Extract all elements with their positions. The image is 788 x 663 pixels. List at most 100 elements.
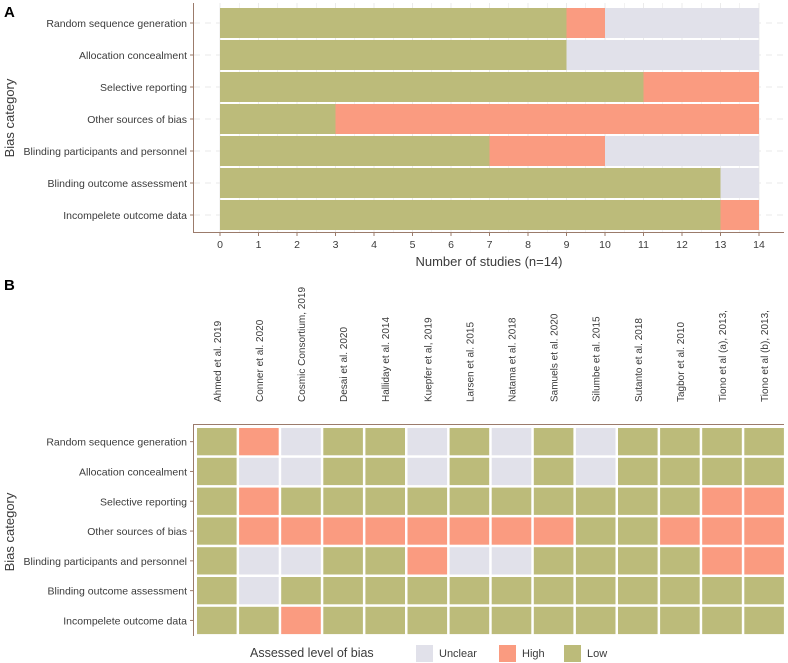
cell-incompelete-outcome-data-halliday-et-al-2014 [365, 606, 405, 635]
cell-other-sources-of-bias-natama-et-al-2018 [491, 517, 532, 545]
legend-swatch-unclear [416, 645, 433, 662]
study-label-tiono-et-al-b-2013: Tiono et al (b), 2013, [760, 310, 771, 402]
cell-allocation-concealment-halliday-et-al-2014 [365, 457, 405, 486]
cell-random-sequence-generation-desai-et-al-2020 [323, 428, 363, 456]
bar-selective-reporting-low [220, 72, 644, 102]
bar-blinding-participants-and-personnel-unclear [605, 136, 759, 166]
panel-a-category-label: Blinding participants and personnel [24, 146, 187, 158]
panel-a-x-tick-label: 0 [217, 239, 223, 251]
cell-other-sources-of-bias-kuepfer-et-al-2019 [407, 517, 448, 545]
bar-blinding-outcome-assessment-low [220, 168, 721, 198]
study-label-ahmed-et-al-2019: Ahmed et al. 2019 [213, 320, 224, 402]
study-label-larsen-et-al-2015: Larsen et al. 2015 [465, 322, 476, 402]
panel-a-x-tick-label: 13 [715, 239, 727, 251]
cell-random-sequence-generation-silumbe-et-al-2015 [575, 428, 616, 456]
panel-b-category-label: Other sources of bias [87, 526, 187, 538]
cell-allocation-concealment-silumbe-et-al-2015 [575, 457, 616, 486]
panel-a-x-tick-label: 7 [487, 239, 493, 251]
panel-a-x-tick-label: 5 [410, 239, 416, 251]
cell-allocation-concealment-ahmed-et-al-2019 [197, 457, 237, 486]
cell-blinding-outcome-assessment-samuels-et-al-2020 [533, 577, 574, 605]
cell-blinding-participants-and-personnel-tiono-et-al-b-2013 [744, 547, 784, 575]
cell-other-sources-of-bias-tagbor-et-al-2010 [660, 517, 700, 545]
cell-blinding-outcome-assessment-natama-et-al-2018 [491, 577, 532, 605]
cell-blinding-participants-and-personnel-halliday-et-al-2014 [365, 547, 405, 575]
panel-a-category-label: Incompelete outcome data [63, 210, 187, 222]
cell-incompelete-outcome-data-conner-et-al-2020 [239, 606, 279, 635]
cell-random-sequence-generation-sutanto-et-al-2018 [618, 428, 658, 456]
cell-blinding-participants-and-personnel-sutanto-et-al-2018 [618, 547, 658, 575]
panel-a-x-axis-title: Number of studies (n=14) [415, 254, 562, 269]
cell-other-sources-of-bias-ahmed-et-al-2019 [197, 517, 237, 545]
panel-a-x-tick-label: 8 [525, 239, 531, 251]
cell-blinding-outcome-assessment-kuepfer-et-al-2019 [407, 577, 448, 605]
cell-incompelete-outcome-data-larsen-et-al-2015 [449, 606, 490, 635]
cell-blinding-outcome-assessment-halliday-et-al-2014 [365, 577, 405, 605]
cell-other-sources-of-bias-tiono-et-al-b-2013 [744, 517, 784, 545]
cell-incompelete-outcome-data-tiono-et-al-a-2013 [702, 606, 742, 635]
cell-blinding-outcome-assessment-cosmic-consortium-2019 [281, 577, 321, 605]
bar-other-sources-of-bias-high [335, 104, 759, 134]
cell-selective-reporting-ahmed-et-al-2019 [197, 487, 237, 515]
cell-selective-reporting-conner-et-al-2020 [239, 487, 279, 515]
study-label-silumbe-et-al-2015: Silumbe et al. 2015 [592, 316, 603, 402]
cell-blinding-outcome-assessment-tagbor-et-al-2010 [660, 577, 700, 605]
cell-selective-reporting-sutanto-et-al-2018 [618, 487, 658, 515]
panel-b-category-label: Allocation concealment [79, 466, 187, 478]
panel-a-bars [220, 8, 759, 230]
bar-other-sources-of-bias-low [220, 104, 336, 134]
cell-blinding-participants-and-personnel-silumbe-et-al-2015 [575, 547, 616, 575]
study-label-sutanto-et-al-2018: Sutanto et al. 2018 [634, 318, 645, 402]
cell-random-sequence-generation-ahmed-et-al-2019 [197, 428, 237, 456]
cell-other-sources-of-bias-sutanto-et-al-2018 [618, 517, 658, 545]
cell-blinding-participants-and-personnel-kuepfer-et-al-2019 [407, 547, 448, 575]
cell-incompelete-outcome-data-silumbe-et-al-2015 [575, 606, 616, 635]
panel-a-category-label: Random sequence generation [46, 18, 187, 30]
cell-blinding-outcome-assessment-conner-et-al-2020 [239, 577, 279, 605]
cell-selective-reporting-tiono-et-al-a-2013 [702, 487, 742, 515]
bar-random-sequence-generation-unclear [605, 8, 759, 38]
cell-other-sources-of-bias-cosmic-consortium-2019 [281, 517, 321, 545]
bar-random-sequence-generation-low [220, 8, 567, 38]
panel-b-category-label: Blinding outcome assessment [48, 586, 188, 598]
cell-other-sources-of-bias-tiono-et-al-a-2013 [702, 517, 742, 545]
cell-blinding-outcome-assessment-tiono-et-al-a-2013 [702, 577, 742, 605]
legend-swatch-high [499, 645, 516, 662]
panel-a-x-tick-label: 14 [753, 239, 765, 251]
cell-incompelete-outcome-data-ahmed-et-al-2019 [197, 606, 237, 635]
cell-incompelete-outcome-data-natama-et-al-2018 [491, 606, 532, 635]
legend-label-low: Low [587, 648, 607, 660]
panel-b-category-labels: Random sequence generation Allocation con… [24, 437, 193, 627]
legend: Assessed level of bias Unclear High Low [250, 645, 607, 662]
legend-label-unclear: Unclear [439, 648, 477, 660]
panel-b-category-label: Selective reporting [100, 496, 187, 508]
legend-label-high: High [522, 648, 545, 660]
bar-selective-reporting-high [643, 72, 759, 102]
cell-random-sequence-generation-tiono-et-al-b-2013 [744, 428, 784, 456]
panel-b-category-label: Incompelete outcome data [63, 615, 187, 627]
panel-a-x-tick-label: 11 [638, 239, 649, 251]
study-label-conner-et-al-2020: Conner et al. 2020 [255, 319, 266, 402]
cell-other-sources-of-bias-silumbe-et-al-2015 [575, 517, 616, 545]
cell-other-sources-of-bias-conner-et-al-2020 [239, 517, 279, 545]
panel-a-category-label: Blinding outcome assessment [48, 178, 188, 190]
cell-incompelete-outcome-data-tiono-et-al-b-2013 [744, 606, 784, 635]
panel-a-x-tick-label: 9 [564, 239, 570, 251]
cell-selective-reporting-halliday-et-al-2014 [365, 487, 405, 515]
cell-allocation-concealment-samuels-et-al-2020 [533, 457, 574, 486]
bar-incompelete-outcome-data-high [720, 200, 759, 230]
cell-other-sources-of-bias-halliday-et-al-2014 [365, 517, 405, 545]
cell-random-sequence-generation-natama-et-al-2018 [491, 428, 532, 456]
study-label-kuepfer-et-al-2019: Kuepfer et al, 2019 [423, 317, 434, 402]
panel-b-cells [197, 428, 784, 635]
cell-allocation-concealment-cosmic-consortium-2019 [281, 457, 321, 486]
cell-selective-reporting-samuels-et-al-2020 [533, 487, 574, 515]
cell-allocation-concealment-tagbor-et-al-2010 [660, 457, 700, 486]
study-label-desai-et-al-2020: Desai et al. 2020 [339, 327, 350, 402]
cell-blinding-participants-and-personnel-desai-et-al-2020 [323, 547, 363, 575]
cell-allocation-concealment-sutanto-et-al-2018 [618, 457, 658, 486]
cell-allocation-concealment-natama-et-al-2018 [491, 457, 532, 486]
bar-blinding-participants-and-personnel-low [220, 136, 490, 166]
panel-a-category-labels: Random sequence generation Allocation con… [24, 18, 193, 222]
